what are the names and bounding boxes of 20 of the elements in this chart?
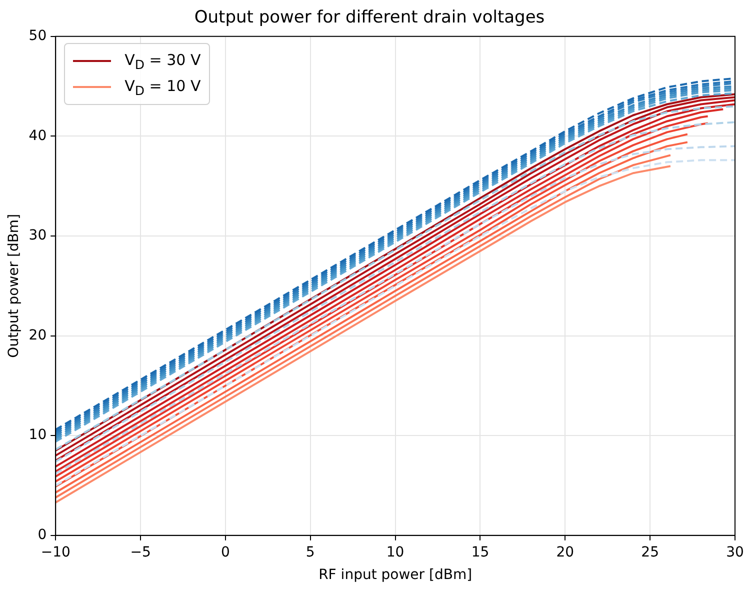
x-tick-label: 0 [221,544,230,560]
y-tick-label: 20 [28,327,47,344]
x-tick-label: −10 [40,544,70,560]
y-tick-label: 10 [28,427,47,444]
y-tick-label: 0 [38,527,47,544]
y-axis-title: Output power [dBm] [6,214,22,358]
legend-label: V$_{D}$ = 30 V [124,50,201,72]
chart-title: Output power for different drain voltages [194,8,545,28]
x-tick-label: 25 [641,544,659,560]
x-axis-title: RF input power [dBm] [318,567,472,584]
y-tick-label: 30 [28,228,47,244]
x-tick-label: 10 [386,544,404,560]
y-tick-label: 40 [28,128,47,144]
x-tick-label: 5 [306,544,315,560]
x-tick-label: 30 [726,544,744,560]
x-tick-label: 20 [556,544,574,560]
x-tick-label: 15 [471,544,490,560]
legend-label: V$_{D}$ = 10 V [124,76,201,98]
y-tick-label: 50 [28,28,47,44]
x-tick-label: −5 [130,544,151,560]
